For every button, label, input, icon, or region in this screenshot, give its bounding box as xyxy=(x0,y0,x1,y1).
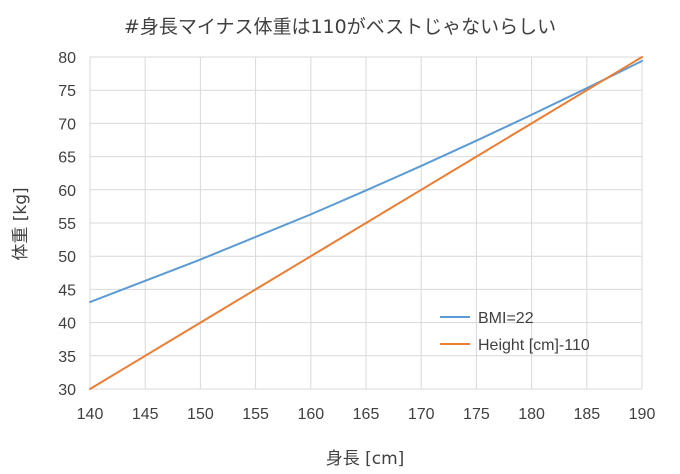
y-tick-label: 45 xyxy=(58,282,76,299)
x-axis-label: 身長 [cm] xyxy=(326,449,405,469)
y-tick-label: 65 xyxy=(58,150,76,167)
x-tick-label: 170 xyxy=(408,406,435,423)
y-tick-label: 30 xyxy=(58,382,76,399)
y-tick-label: 40 xyxy=(58,316,76,333)
x-tick-label: 160 xyxy=(297,406,324,423)
x-tick-label: 185 xyxy=(573,406,600,423)
y-axis-label: 体重 [kg] xyxy=(11,187,31,260)
x-tick-label: 175 xyxy=(463,406,490,423)
x-tick-label: 180 xyxy=(518,406,545,423)
series-line-2 xyxy=(89,56,643,390)
x-tick-label: 165 xyxy=(353,406,380,423)
tick-labels: 30 35 40 45 50 55 60 65 70 75 80 140 145 150 155 160 165… xyxy=(58,50,655,423)
x-tick-label: 140 xyxy=(77,406,104,423)
y-tick-label: 70 xyxy=(58,116,76,133)
x-tick-label: 155 xyxy=(242,406,269,423)
x-tick-label: 150 xyxy=(187,406,214,423)
x-tick-label: 190 xyxy=(629,406,656,423)
y-tick-label: 75 xyxy=(58,83,76,100)
series-lines xyxy=(89,56,643,390)
y-tick-label: 80 xyxy=(58,50,76,67)
chart-title: #身長マイナス体重は110がベストじゃないらしい xyxy=(124,16,556,38)
legend-label: Height [cm]-110 xyxy=(478,337,590,354)
y-tick-label: 50 xyxy=(58,249,76,266)
y-tick-label: 60 xyxy=(58,183,76,200)
legend-label: BMI=22 xyxy=(478,310,534,327)
x-tick-label: 145 xyxy=(132,406,159,423)
y-tick-label: 35 xyxy=(58,349,76,366)
legend: BMI=22 Height [cm]-110 xyxy=(440,310,590,354)
y-tick-label: 55 xyxy=(58,216,76,233)
series-line-1 xyxy=(89,59,643,304)
